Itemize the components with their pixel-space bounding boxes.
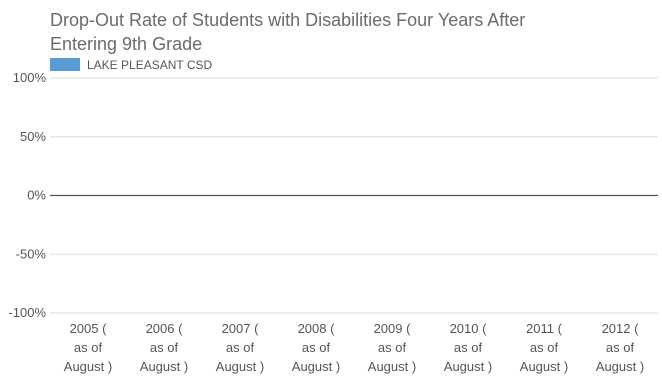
- x-tick-label: 2010 (: [450, 321, 488, 336]
- x-tick-label: as of: [302, 340, 331, 355]
- x-tick-label: as of: [378, 340, 407, 355]
- x-tick-label: as of: [226, 340, 255, 355]
- y-tick-label: -50%: [16, 246, 47, 261]
- x-tick-label: 2007 (: [222, 321, 260, 336]
- x-tick-label: 2005 (: [70, 321, 108, 336]
- chart-title-line-1: Drop-Out Rate of Students with Disabilit…: [50, 10, 525, 30]
- x-tick-label: as of: [530, 340, 559, 355]
- gridlines: [50, 77, 658, 314]
- x-tick-label: 2011 (: [526, 321, 563, 336]
- x-tick-label: August ): [368, 359, 416, 374]
- x-tick-label: August ): [520, 359, 568, 374]
- x-tick-label: August ): [216, 359, 264, 374]
- x-tick-label: as of: [150, 340, 179, 355]
- x-tick-label: as of: [454, 340, 483, 355]
- y-tick-label: 50%: [20, 129, 46, 144]
- x-tick-label: 2012 (: [602, 321, 640, 336]
- x-tick-label: August ): [292, 359, 340, 374]
- x-axis: 2005 ( as of August ) 2006 ( as of August ) 20…: [64, 321, 644, 374]
- x-tick-label: 2008 (: [298, 321, 336, 336]
- x-tick-label: as of: [606, 340, 635, 355]
- x-tick-label: 2006 (: [146, 321, 184, 336]
- x-tick-label: August ): [64, 359, 112, 374]
- x-tick-label: August ): [596, 359, 644, 374]
- x-tick-label: August ): [140, 359, 188, 374]
- y-axis: 100% 50% 0% -50% -100%: [8, 70, 46, 320]
- x-tick-label: August ): [444, 359, 492, 374]
- legend-swatch[interactable]: [50, 58, 80, 71]
- y-tick-label: 0%: [27, 188, 46, 203]
- x-tick-label: 2009 (: [374, 321, 412, 336]
- y-tick-label: 100%: [13, 70, 47, 85]
- legend-label: LAKE PLEASANT CSD: [87, 58, 212, 72]
- x-tick-label: as of: [74, 340, 103, 355]
- y-tick-label: -100%: [8, 305, 46, 320]
- chart-title-line-2: Entering 9th Grade: [50, 34, 202, 54]
